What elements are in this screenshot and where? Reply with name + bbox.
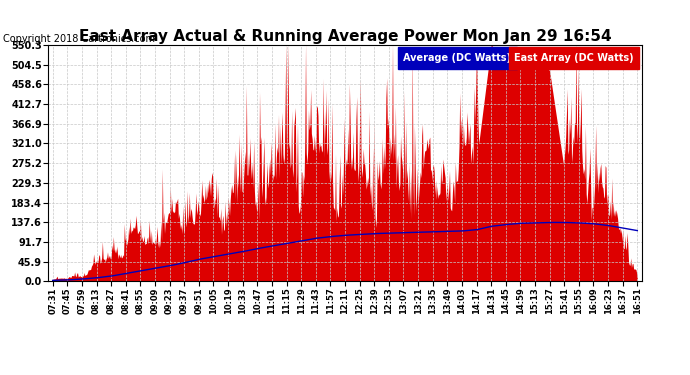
Title: East Array Actual & Running Average Power Mon Jan 29 16:54: East Array Actual & Running Average Powe…	[79, 29, 611, 44]
Legend: Average (DC Watts), East Array (DC Watts): Average (DC Watts), East Array (DC Watts…	[397, 50, 637, 66]
Text: Copyright 2018 Cartronics.com: Copyright 2018 Cartronics.com	[3, 34, 155, 44]
